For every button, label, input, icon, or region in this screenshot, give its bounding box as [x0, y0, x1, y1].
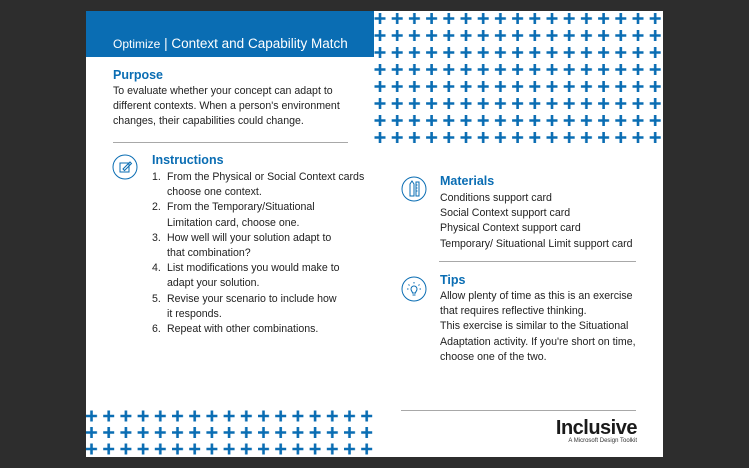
instructions-list: 1. From the Physical or Social Context ca…	[152, 170, 364, 337]
activity-card: Optimize | Context and Capability Match …	[86, 11, 663, 457]
logo-tagline: A Microsoft Design Toolkit	[568, 438, 637, 444]
divider	[113, 142, 348, 143]
purpose-line: To evaluate whether your concept can ada…	[113, 85, 333, 97]
list-item: 3. How well will your solution adapt to th…	[152, 231, 332, 260]
title-text: Context and Capability Match	[171, 36, 348, 51]
logo-name: Inclusive	[555, 417, 638, 439]
material-item: Conditions support card	[440, 192, 552, 204]
plus-pattern-bottom	[86, 409, 376, 457]
list-item: 5. Revise your scenario to include how it …	[152, 292, 337, 320]
tips-text: Allow plenty of time as this is an exerc…	[440, 289, 636, 365]
title-banner: Optimize | Context and Capability Match	[86, 11, 374, 57]
page-title: Optimize | Context and Capability Match	[113, 36, 348, 51]
tip-line: choose one of the two.	[440, 350, 547, 363]
instructions-heading: Instructions	[152, 153, 224, 167]
separator: |	[164, 36, 168, 51]
purpose-text: To evaluate whether your concept can ada…	[113, 84, 340, 130]
pencil-ruler-icon	[401, 176, 427, 202]
purpose-heading: Purpose	[113, 68, 164, 82]
material-item: Temporary/ Situational Limit support car…	[440, 237, 633, 250]
materials-list: Conditions support card Social Context s…	[440, 191, 633, 252]
tips-heading: Tips	[440, 273, 466, 287]
plus-pattern-top	[373, 11, 663, 146]
tip-line: Adaptation activity. If you're short on …	[440, 335, 636, 348]
list-item: 2. From the Temporary/Situational Limitati…	[152, 201, 315, 229]
list-item: 6. Repeat with other combinations.	[152, 323, 319, 336]
materials-heading: Materials	[440, 174, 495, 188]
material-item: Social Context support card	[440, 207, 571, 220]
list-item: 1. From the Physical or Social Context ca…	[152, 171, 365, 199]
tip-line: This exercise is similar to the Situatio…	[440, 320, 629, 333]
purpose-line: changes, their capabilities could change…	[113, 115, 304, 128]
purpose-line: different contexts. When a person's envi…	[113, 100, 340, 113]
pencil-note-icon	[112, 154, 138, 180]
tip-line: that requires reflective thinking.	[440, 305, 587, 318]
tip-line: Allow plenty of time as this is an exerc…	[440, 290, 633, 302]
inclusive-logo: Inclusive A Microsoft Design Toolkit	[555, 417, 638, 444]
divider	[401, 410, 636, 411]
list-item: 4. List modifications you would make to ad…	[152, 262, 340, 290]
material-item: Physical Context support card	[440, 222, 581, 235]
lightbulb-icon	[401, 276, 427, 302]
divider	[439, 261, 636, 262]
section-label: Optimize	[113, 37, 161, 51]
